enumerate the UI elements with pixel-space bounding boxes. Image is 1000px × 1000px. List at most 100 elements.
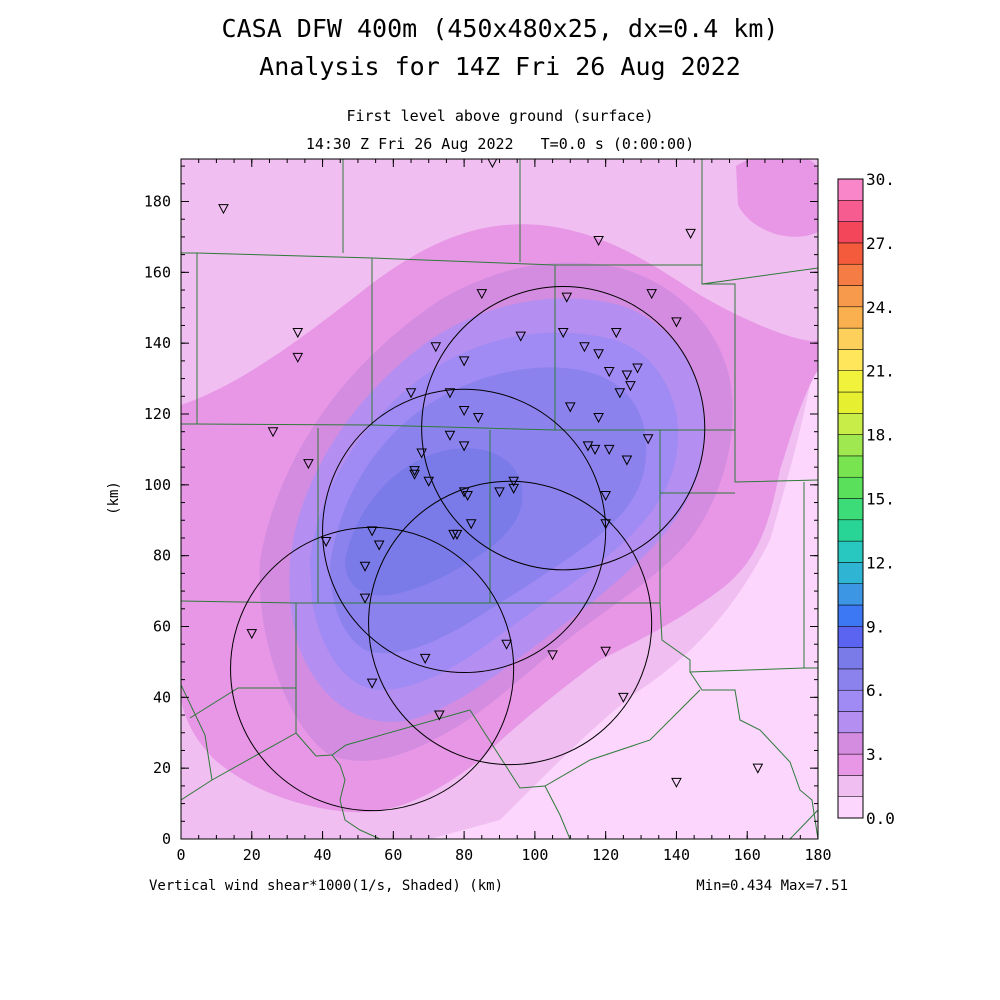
y-tick-label: 60: [153, 618, 171, 636]
station-marker: [448, 529, 459, 540]
level-label: First level above ground (surface): [346, 107, 654, 125]
station-marker: [462, 490, 473, 502]
station-marker: [423, 476, 435, 487]
colorbar: 0.0 3. 6. 9. 12. 15. 18. 21. 24. 27. 30.: [837, 170, 895, 828]
station-marker: [246, 629, 258, 640]
station-marker: [359, 561, 371, 572]
field-label: Vertical wind shear*1000(1/s, Shaded) (k…: [149, 878, 503, 894]
colorbar-swatch: [837, 711, 864, 734]
colorbar-swatch: [837, 753, 864, 776]
station-marker: [621, 455, 633, 466]
station-marker: [671, 317, 682, 328]
station-marker: [267, 427, 279, 438]
station-marker: [603, 367, 615, 378]
colorbar-label: 24.: [866, 298, 895, 317]
station-marker: [444, 430, 456, 441]
station-marker: [618, 692, 629, 703]
colorbar-swatch: [837, 434, 864, 457]
plot-area: [181, 159, 818, 839]
radar-ring: [421, 286, 706, 571]
y-axis-label: (km): [106, 481, 122, 515]
colorbar-swatch: [837, 391, 864, 414]
colorbar-swatch: [837, 285, 864, 308]
station-marker: [600, 519, 611, 530]
station-marker: [373, 540, 385, 551]
y-tick-label: 0: [162, 830, 171, 848]
y-axis: 0 20 40 60 80 100 120 140 160 180: [144, 165, 818, 848]
station-marker: [366, 678, 378, 689]
station-marker: [614, 388, 626, 399]
station-marker: [610, 328, 622, 339]
station-marker: [589, 444, 601, 455]
station-marker: [600, 646, 611, 657]
x-tick-label: 120: [592, 846, 619, 864]
station-marker: [458, 356, 470, 367]
station-marker: [547, 650, 558, 661]
colorbar-swatch: [837, 263, 864, 286]
station-marker: [621, 370, 633, 381]
county-boundaries: [181, 159, 818, 839]
x-tick-label: 160: [734, 846, 761, 864]
colorbar-swatch: [837, 306, 864, 329]
colorbar-label: 21.: [866, 362, 895, 381]
station-marker: [593, 413, 604, 424]
colorbar-swatch: [837, 668, 864, 691]
x-axis: 0 20 40 60 80 100 120 140 160 180: [176, 159, 832, 864]
colorbar-label: 9.: [866, 617, 885, 636]
colorbar-swatch: [837, 242, 864, 265]
y-tick-label: 100: [144, 476, 171, 494]
station-marker: [600, 490, 611, 502]
station-marker: [494, 487, 505, 498]
colorbar-swatch: [837, 476, 864, 499]
station-marker: [632, 363, 643, 374]
x-tick-label: 20: [243, 846, 261, 864]
colorbar-swatch: [837, 775, 864, 797]
colorbar-label: 27.: [866, 234, 895, 253]
station-marker: [303, 459, 314, 470]
station-marker: [508, 483, 519, 494]
station-marker: [557, 328, 569, 339]
station-marker: [292, 352, 304, 363]
y-tick-label: 80: [153, 547, 171, 565]
x-tick-label: 100: [521, 846, 548, 864]
radar-stations: [218, 159, 764, 788]
colorbar-swatch: [837, 626, 864, 648]
colorbar-swatch: [837, 221, 864, 244]
colorbar-label: 30.: [866, 170, 895, 189]
station-marker: [366, 526, 378, 537]
x-tick-label: 140: [663, 846, 690, 864]
colorbar-swatch: [837, 583, 864, 606]
x-tick-label: 40: [314, 846, 332, 864]
colorbar-swatch: [837, 370, 864, 393]
station-marker: [218, 204, 229, 215]
station-marker: [458, 487, 470, 498]
colorbar-swatch: [837, 519, 864, 542]
station-marker: [487, 159, 498, 169]
colorbar-swatch: [837, 796, 864, 819]
colorbar-label: 6.: [866, 681, 885, 700]
colorbar-swatch: [837, 689, 864, 712]
colorbar-label: 18.: [866, 426, 895, 445]
colorbar-label: 3.: [866, 745, 885, 764]
station-marker: [472, 413, 484, 424]
station-marker: [593, 235, 604, 247]
colorbar-label: 12.: [866, 553, 895, 572]
minmax-label: Min=0.434 Max=7.51: [696, 878, 848, 894]
colorbar-swatch: [837, 562, 864, 584]
station-marker: [752, 763, 764, 774]
station-marker: [564, 402, 576, 413]
station-marker: [501, 639, 512, 650]
colorbar-swatch: [837, 200, 864, 222]
colorbar-swatch: [837, 604, 864, 627]
colorbar-swatch: [837, 540, 864, 563]
colorbar-swatch: [837, 455, 864, 478]
colorbar-swatch: [837, 349, 864, 371]
colorbar-swatch: [837, 647, 864, 670]
station-marker: [642, 434, 654, 445]
y-tick-label: 160: [144, 263, 171, 281]
station-marker: [515, 331, 527, 342]
y-tick-label: 140: [144, 334, 171, 352]
colorbar-swatch: [837, 178, 864, 201]
radar-ring: [368, 480, 653, 766]
station-marker: [419, 653, 431, 664]
